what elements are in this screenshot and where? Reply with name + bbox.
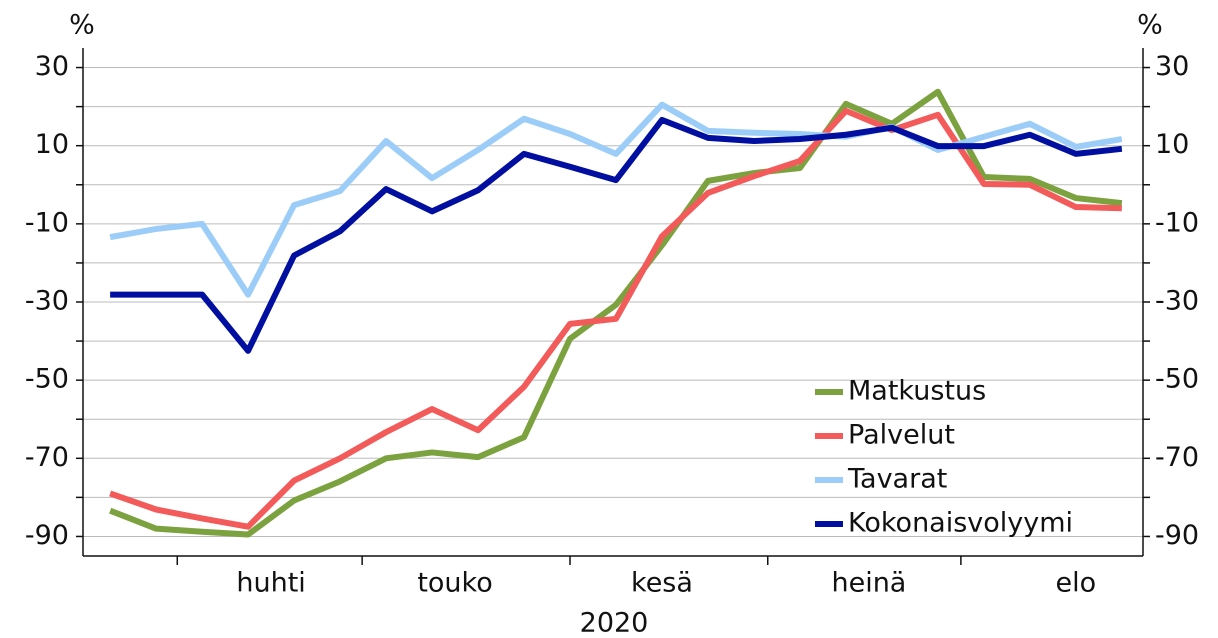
- legend-label: Tavarat: [847, 464, 947, 495]
- legend-label: Matkustus: [848, 376, 986, 407]
- y-tick-label: -30: [25, 286, 69, 317]
- series-line: [110, 116, 1123, 354]
- y-tick-label: -90: [25, 520, 69, 551]
- x-axis-label: 2020: [580, 608, 649, 638]
- y2-tick-label: -30: [1155, 286, 1199, 317]
- y2-tick-label: -10: [1155, 207, 1199, 238]
- y-axis-label: %: [69, 10, 95, 41]
- legend-label: Palvelut: [848, 420, 955, 451]
- y2-tick-label: 30: [1155, 51, 1189, 82]
- series-line: [109, 88, 1123, 538]
- x-tick-label: kesä: [631, 568, 693, 599]
- y2-axis-label: %: [1137, 10, 1163, 41]
- y-tick-label: 10: [35, 129, 69, 160]
- legend-label: Kokonaisvolyymi: [848, 508, 1073, 539]
- y-tick-label: -10: [25, 207, 69, 238]
- x-tick-label: touko: [417, 568, 492, 599]
- series-line: [109, 101, 1123, 298]
- x-tick-label: heinä: [831, 568, 906, 599]
- y2-tick-label: -90: [1155, 520, 1199, 551]
- y2-tick-label: -50: [1155, 364, 1199, 395]
- series-line: [109, 107, 1122, 530]
- x-tick-label: elo: [1056, 568, 1097, 599]
- y-tick-label: -70: [25, 442, 69, 473]
- x-tick-label: huhti: [236, 568, 305, 599]
- y-tick-label: -50: [25, 364, 69, 395]
- y2-tick-label: 10: [1155, 129, 1189, 160]
- y-tick-label: 30: [35, 51, 69, 82]
- y2-tick-label: -70: [1155, 442, 1199, 473]
